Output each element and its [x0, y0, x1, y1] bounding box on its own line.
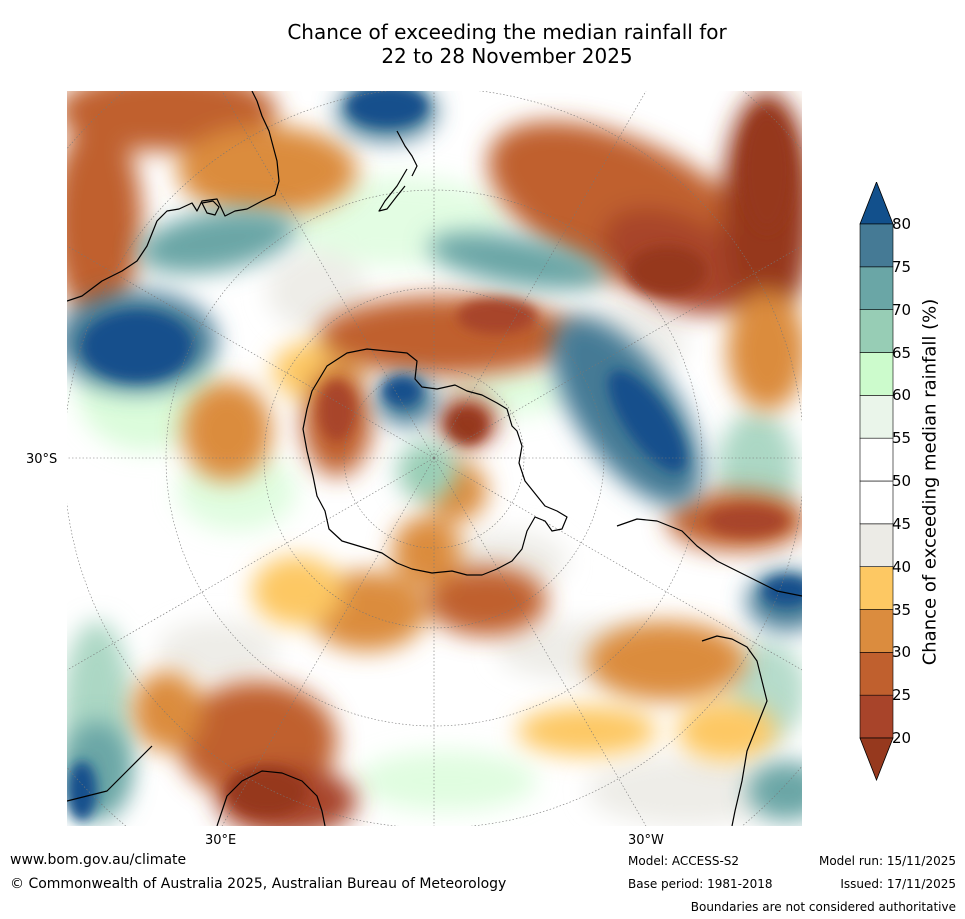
- australia-coastline: [67, 91, 280, 302]
- lat-label-30s: 30°S: [26, 452, 58, 467]
- new-zealand-south-coastline: [378, 168, 408, 212]
- colorbar-bin: [859, 523, 894, 567]
- lon-label-30w: 30°W: [628, 833, 664, 848]
- colorbar-label-text: Chance of exceeding median rainfall (%): [919, 298, 941, 666]
- colorbar-bin: [859, 309, 894, 353]
- colorbar-under-arrow: [859, 737, 894, 782]
- southern-africa-west-coastline: [701, 635, 768, 826]
- colorbar-tick-label: 60: [892, 386, 912, 405]
- graticule: [67, 91, 802, 826]
- colorbar-bin: [859, 395, 894, 439]
- footer-copyright: © Commonwealth of Australia 2025, Austra…: [10, 876, 507, 892]
- title-line-2: 22 to 28 November 2025: [381, 44, 633, 68]
- colorbar-tick-label: 30: [892, 643, 912, 662]
- colorbar-bin: [859, 609, 894, 653]
- lon-label-30e: 30°E: [205, 833, 237, 848]
- footer-model: Model: ACCESS-S2: [628, 854, 740, 868]
- colorbar-bin: [859, 352, 894, 396]
- colorbar-tick-label: 80: [892, 215, 912, 233]
- new-zealand-north-coastline: [396, 130, 418, 177]
- colorbar-tick-label: 55: [892, 429, 912, 448]
- colorbar: [858, 180, 958, 782]
- tasmania-coastline: [201, 200, 220, 216]
- rainfall-probability-map[interactable]: [67, 91, 802, 826]
- africa-coastline: [67, 745, 326, 826]
- map-canvas: [67, 91, 802, 826]
- coastlines: [67, 91, 802, 826]
- colorbar-bin: [859, 266, 894, 310]
- field-wet-cores: [67, 91, 802, 821]
- colorbar-bin: [859, 652, 894, 696]
- field-dry-cores: [227, 111, 792, 816]
- colorbar-bin: [859, 223, 894, 268]
- south-america-coastline: [616, 518, 802, 597]
- colorbar-graphic: [859, 180, 894, 782]
- colorbar-tick-label: 40: [892, 557, 912, 576]
- chart-title: Chance of exceeding the median rainfall …: [0, 20, 965, 68]
- colorbar-bin: [859, 566, 894, 610]
- colorbar-over-arrow: [859, 180, 894, 225]
- colorbar-tick-label: 70: [892, 300, 912, 319]
- footer-disclaimer: Boundaries are not considered authoritat…: [690, 900, 956, 914]
- colorbar-bin: [859, 694, 894, 739]
- colorbar-tick-label: 75: [892, 257, 912, 276]
- colorbar-bin: [859, 437, 894, 482]
- colorbar-tick-label: 25: [892, 686, 912, 705]
- colorbar-bin: [859, 480, 894, 525]
- footer-model-run: Model run: 15/11/2025: [818, 854, 956, 868]
- footer-issued: Issued: 17/11/2025: [840, 877, 956, 891]
- footer-url[interactable]: www.bom.gov.au/climate: [10, 852, 187, 868]
- colorbar-tick-label: 65: [892, 343, 912, 362]
- antarctica-coastline: [302, 348, 568, 576]
- footer-base-period: Base period: 1981-2018: [628, 877, 773, 891]
- title-line-1: Chance of exceeding the median rainfall …: [287, 20, 727, 44]
- colorbar-tick-label: 20: [892, 729, 912, 747]
- colorbar-tick-label: 45: [892, 514, 912, 533]
- colorbar-tick-label: 50: [892, 472, 912, 490]
- colorbar-tick-label: 35: [892, 600, 912, 619]
